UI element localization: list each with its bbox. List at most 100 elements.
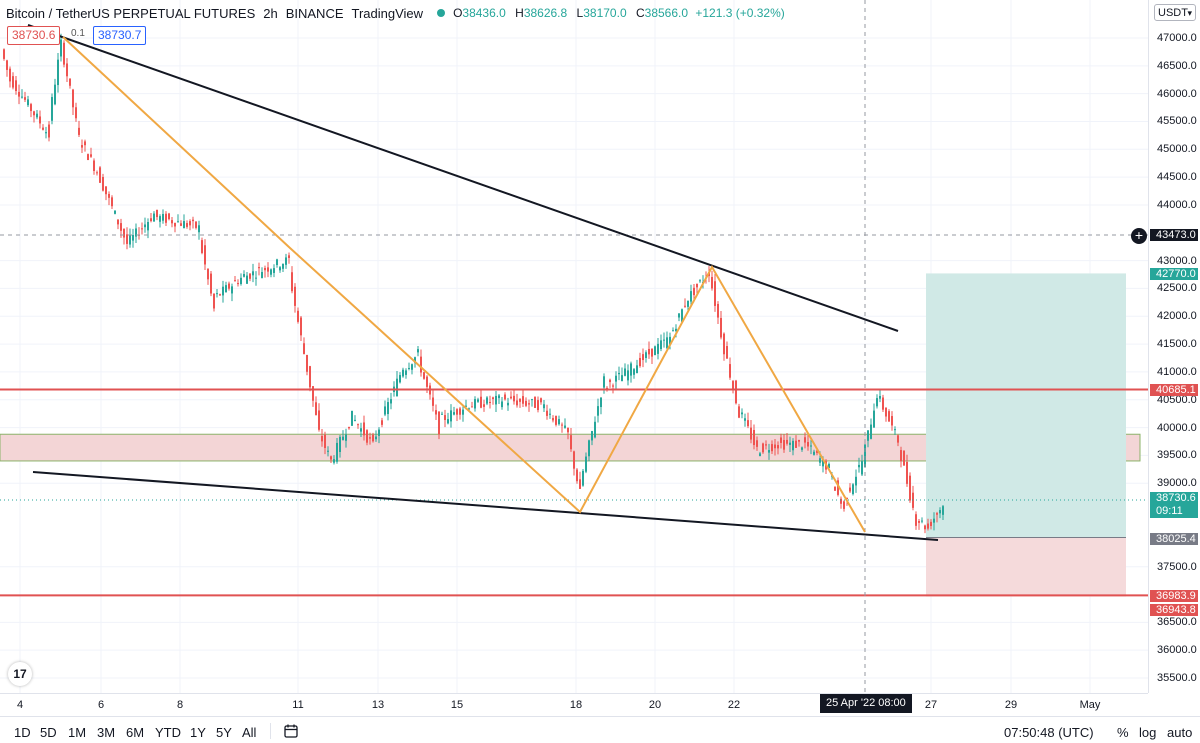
candle-body bbox=[510, 396, 512, 399]
candle-body bbox=[807, 442, 809, 447]
drawings[interactable] bbox=[0, 0, 1148, 693]
candle-body bbox=[366, 430, 368, 443]
candle-body bbox=[882, 397, 884, 410]
candle-body bbox=[342, 436, 344, 440]
market-status-dot bbox=[437, 9, 446, 17]
candle-body bbox=[933, 518, 935, 523]
candle-body bbox=[636, 365, 638, 374]
candle-body bbox=[513, 395, 515, 402]
sell-price-pill[interactable]: 38730.6 bbox=[7, 26, 61, 45]
candle-body bbox=[468, 408, 470, 410]
candle-body bbox=[222, 286, 224, 296]
range-button-5y[interactable]: 5Y bbox=[216, 725, 232, 740]
candle-body bbox=[810, 445, 812, 447]
candle-body bbox=[450, 410, 452, 422]
range-button-1d[interactable]: 1D bbox=[14, 725, 31, 740]
last-price-label: 38730.6 09:11 bbox=[1150, 492, 1198, 518]
candle-body bbox=[240, 277, 242, 284]
candle-body bbox=[438, 411, 440, 435]
chart-area[interactable] bbox=[0, 0, 1148, 693]
candle-body bbox=[390, 399, 392, 404]
candle-body bbox=[270, 269, 272, 275]
interval-label[interactable]: 2h bbox=[263, 5, 278, 21]
candle-body bbox=[57, 59, 59, 86]
candle-body bbox=[606, 387, 608, 389]
candle-body bbox=[819, 458, 821, 463]
add-alert-plus-icon[interactable]: + bbox=[1131, 228, 1147, 244]
time-tick: 11 bbox=[292, 699, 304, 711]
calendar-icon[interactable] bbox=[284, 724, 298, 738]
candle-body bbox=[387, 402, 389, 415]
currency-button[interactable]: USDT ▾ bbox=[1154, 4, 1196, 21]
candle-body bbox=[651, 348, 653, 357]
candle-body bbox=[939, 510, 941, 514]
candle-body bbox=[72, 89, 74, 108]
tradingview-logo-icon[interactable]: 17 bbox=[8, 662, 32, 686]
buy-price-pill[interactable]: 38730.7 bbox=[93, 26, 147, 45]
candle-body bbox=[120, 223, 122, 231]
open-value: 38436.0 bbox=[462, 6, 506, 20]
candle-body bbox=[306, 354, 308, 372]
crosshair-price-label: 43473.0 bbox=[1150, 229, 1198, 241]
candle-body bbox=[375, 436, 377, 440]
candle-body bbox=[552, 418, 554, 421]
candle-body bbox=[6, 60, 8, 70]
candle-body bbox=[96, 172, 98, 174]
candle-body bbox=[126, 234, 128, 244]
bar-countdown: 09:11 bbox=[1156, 505, 1183, 517]
range-button-1y[interactable]: 1Y bbox=[190, 725, 206, 740]
candle-body bbox=[546, 410, 548, 416]
time-crosshair-label: 25 Apr '22 08:00 bbox=[820, 694, 912, 713]
stop-price-label-a: 36983.9 bbox=[1150, 590, 1198, 602]
auto-toggle[interactable]: auto bbox=[1167, 725, 1193, 740]
candle-body bbox=[228, 283, 230, 289]
candle-body bbox=[678, 313, 680, 318]
candle-body bbox=[384, 406, 386, 415]
candle-body bbox=[849, 487, 851, 492]
time-tick: 13 bbox=[371, 699, 385, 711]
candle-body bbox=[51, 97, 53, 121]
candle-body bbox=[39, 116, 41, 124]
candle-body bbox=[234, 280, 236, 282]
chart-canvas[interactable] bbox=[0, 0, 1148, 693]
time-axis[interactable]: 4 6 8 11 13 15 18 20 22 27 29 May bbox=[0, 693, 1148, 716]
range-button-6m[interactable]: 6M bbox=[126, 725, 145, 740]
candle-body bbox=[837, 480, 839, 495]
range-button-1m[interactable]: 1M bbox=[68, 725, 87, 740]
upper-trendline bbox=[27, 24, 899, 332]
resistance-price-label: 40685.1 bbox=[1150, 384, 1198, 396]
candle-body bbox=[897, 435, 899, 443]
price-tick: 37500.0 bbox=[1157, 560, 1197, 573]
candle-body bbox=[582, 470, 584, 486]
candle-body bbox=[327, 450, 329, 452]
candle-body bbox=[81, 145, 83, 148]
time-tick: 15 bbox=[450, 699, 464, 711]
candle-body bbox=[876, 398, 878, 407]
utc-clock[interactable]: 07:50:48 (UTC) bbox=[1004, 725, 1094, 740]
price-tick: 41000.0 bbox=[1157, 365, 1197, 378]
candle-body bbox=[33, 111, 35, 116]
candle-body bbox=[549, 413, 551, 415]
candle-body bbox=[114, 210, 116, 214]
range-button-5d[interactable]: 5D bbox=[40, 725, 57, 740]
candle-body bbox=[48, 124, 50, 138]
log-toggle[interactable]: log bbox=[1139, 725, 1157, 740]
candle-body bbox=[615, 375, 617, 382]
percent-toggle[interactable]: % bbox=[1117, 725, 1129, 740]
price-tick: 47000.0 bbox=[1157, 32, 1197, 44]
range-button-all[interactable]: All bbox=[242, 725, 257, 740]
candle-body bbox=[759, 453, 761, 456]
range-button-3m[interactable]: 3M bbox=[97, 725, 116, 740]
price-axis[interactable] bbox=[1148, 0, 1200, 693]
candle-body bbox=[372, 434, 374, 442]
candle-body bbox=[252, 271, 254, 276]
candle-body bbox=[792, 440, 794, 451]
candle-body bbox=[129, 235, 131, 245]
candle-body bbox=[786, 439, 788, 444]
candle-body bbox=[732, 381, 734, 390]
symbol-title[interactable]: Bitcoin / TetherUS PERPETUAL FUTURES bbox=[6, 5, 256, 21]
price-tick: 44500.0 bbox=[1157, 171, 1197, 184]
candle-body bbox=[345, 434, 347, 441]
candle-body bbox=[24, 97, 26, 100]
range-button-ytd[interactable]: YTD bbox=[155, 725, 181, 740]
